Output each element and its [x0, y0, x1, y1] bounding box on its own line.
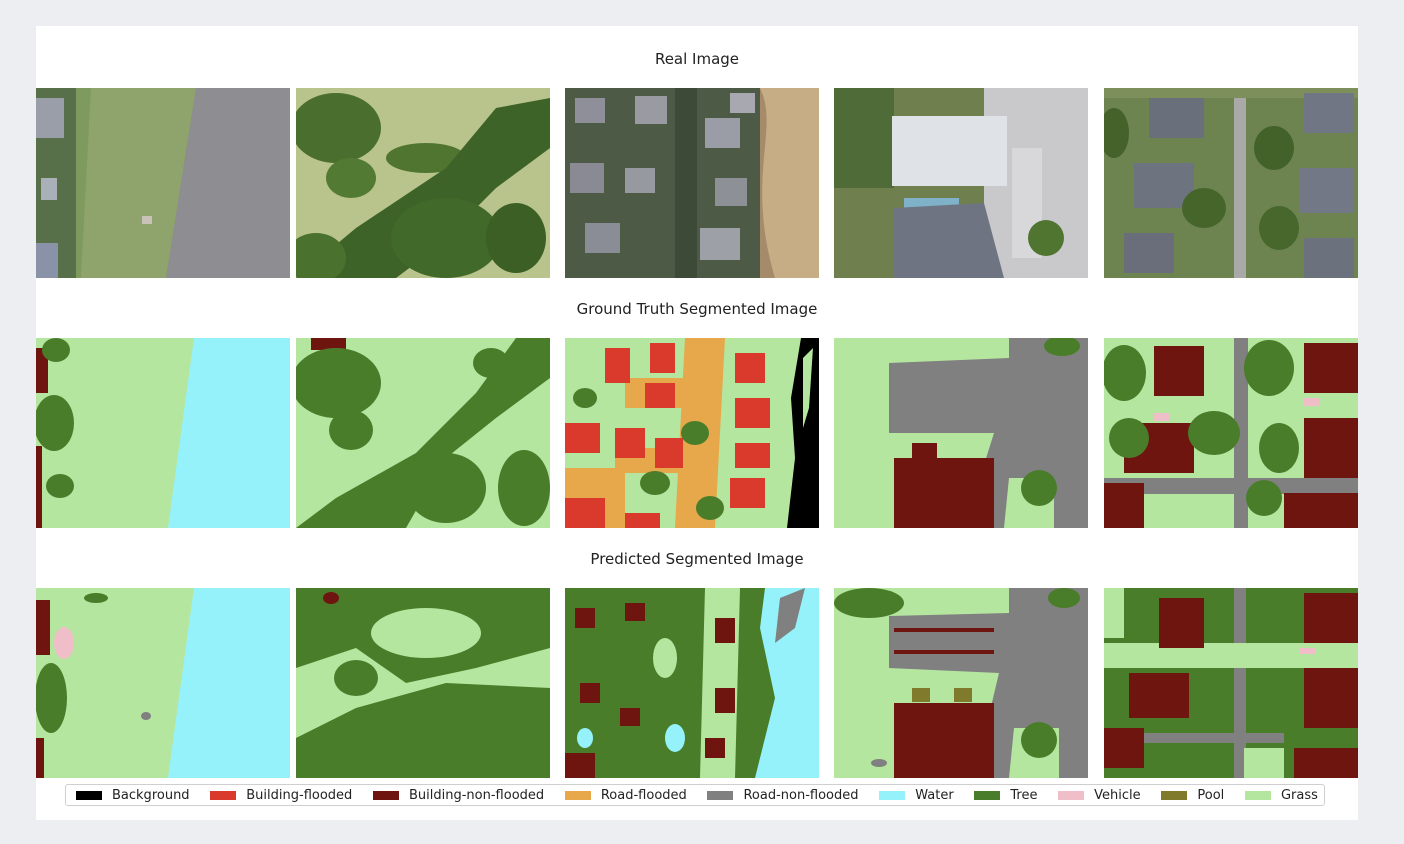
- predicted-mask-2: [296, 588, 550, 778]
- legend-label: Road-flooded: [600, 787, 687, 803]
- legend-item-vehicle: Vehicle: [1058, 788, 1141, 803]
- legend-item-background: Background: [76, 788, 190, 803]
- predicted-mask-5: [1104, 588, 1358, 778]
- legend-item-road-flooded: Road-flooded: [564, 787, 687, 803]
- row-title-predicted: Predicted Segmented Image: [590, 550, 804, 568]
- legend-swatch: [707, 790, 734, 800]
- legend-label: Building-non-flooded: [409, 787, 545, 803]
- legend-item-tree: Tree: [974, 788, 1037, 803]
- ground-truth-mask-3: [565, 338, 819, 528]
- legend-label: Pool: [1197, 787, 1225, 803]
- legend-swatch: [373, 790, 399, 800]
- real-image-3: [565, 88, 819, 278]
- legend-swatch: [974, 790, 1001, 800]
- real-image-4: [834, 88, 1088, 278]
- legend-swatch: [879, 790, 906, 800]
- legend-label: Water: [915, 787, 954, 803]
- legend-item-building-flooded: Building-flooded: [210, 788, 352, 803]
- ground-truth-row: [36, 338, 1358, 528]
- legend-item-pool: Pool: [1161, 788, 1224, 803]
- row-title-real: Real Image: [654, 50, 740, 68]
- legend-item-road-non-flooded: Road-non-flooded: [707, 787, 859, 803]
- legend-label: Vehicle: [1094, 787, 1141, 803]
- predicted-mask-4: [834, 588, 1088, 778]
- real-image-row: [36, 88, 1358, 278]
- legend-swatch: [210, 790, 237, 800]
- row-title-ground-truth: Ground Truth Segmented Image: [576, 300, 818, 318]
- legend-swatch: [76, 790, 102, 800]
- legend-label: Tree: [1010, 787, 1038, 803]
- ground-truth-mask-4: [834, 338, 1088, 528]
- legend-label: Road-non-flooded: [743, 787, 859, 803]
- legend-item-water: Water: [879, 787, 954, 803]
- legend-item-building-non-flooded: Building-non-flooded: [373, 788, 544, 803]
- legend: Background Building-flooded Building-non…: [65, 784, 1325, 806]
- predicted-row: [36, 588, 1358, 778]
- predicted-mask-3: [565, 588, 819, 778]
- legend-swatch: [1244, 790, 1271, 800]
- legend-swatch: [564, 790, 591, 800]
- legend-label: Grass: [1280, 787, 1318, 803]
- legend-swatch: [1161, 790, 1188, 800]
- legend-item-grass: Grass: [1244, 787, 1318, 803]
- figure-panel: Real Image: [36, 26, 1358, 820]
- legend-label: Building-flooded: [246, 787, 353, 803]
- ground-truth-mask-2: [296, 338, 550, 528]
- real-image-1: [36, 88, 290, 278]
- legend-swatch: [1058, 790, 1085, 800]
- legend-label: Background: [112, 787, 190, 803]
- ground-truth-mask-1: [36, 338, 290, 528]
- real-image-5: [1104, 88, 1358, 278]
- predicted-mask-1: [36, 588, 290, 778]
- real-image-2: [296, 88, 550, 278]
- ground-truth-mask-5: [1104, 338, 1358, 528]
